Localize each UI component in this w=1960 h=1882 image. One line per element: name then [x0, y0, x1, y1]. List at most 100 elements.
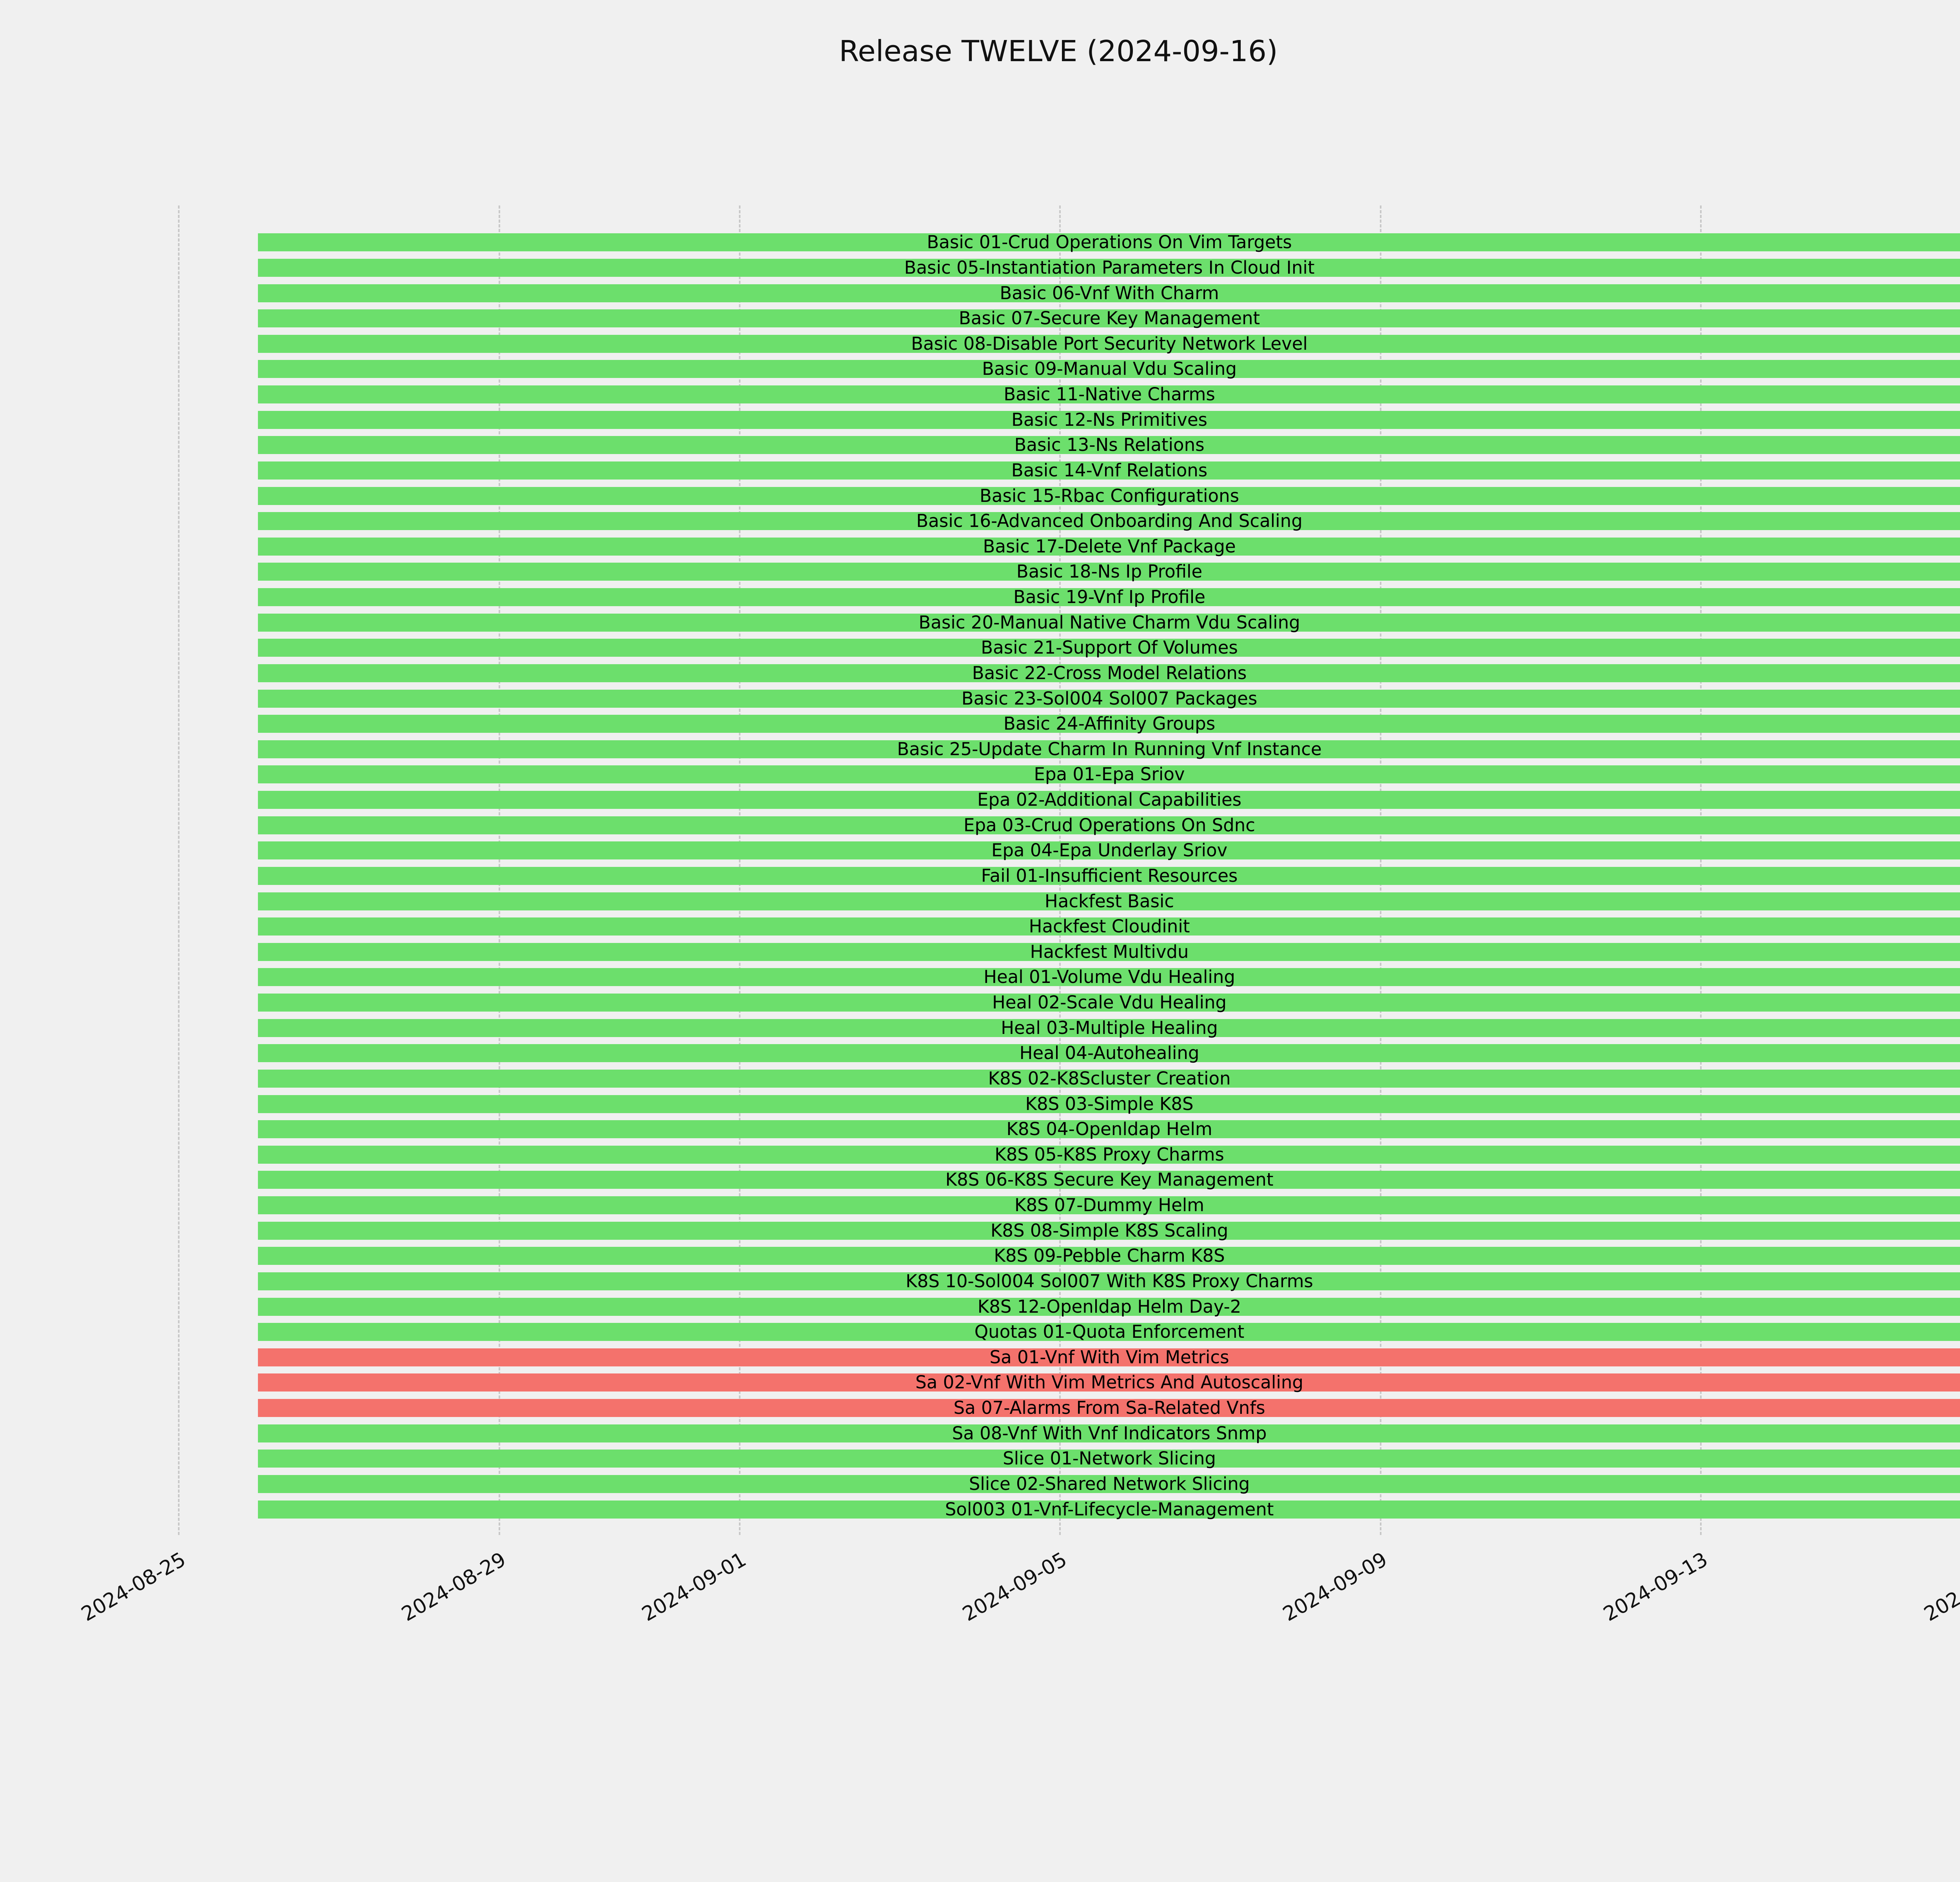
task-row: Basic 09-Manual Vdu Scaling [178, 356, 1960, 382]
task-row: K8S 06-K8S Secure Key Management [178, 1167, 1960, 1193]
task-row: K8S 02-K8Scluster Creation [178, 1066, 1960, 1092]
task-row: Basic 22-Cross Model Relations [178, 661, 1960, 686]
chart-title: Release TWELVE (2024-09-16) [839, 35, 1278, 68]
task-bar-pass [258, 1323, 1960, 1341]
task-bar-pass [258, 588, 1960, 607]
task-label: Heal 03-Multiple Healing [1001, 1017, 1218, 1038]
task-label: K8S 02-K8Scluster Creation [988, 1068, 1231, 1089]
task-bar-pass [258, 791, 1960, 809]
task-row: Epa 01-Epa Sriov [178, 762, 1960, 787]
task-label: Hackfest Cloudinit [1029, 916, 1190, 937]
task-row: Basic 20-Manual Native Charm Vdu Scaling [178, 610, 1960, 635]
task-label: Basic 16-Advanced Onboarding And Scaling [916, 510, 1303, 532]
task-row: Basic 14-Vnf Relations [178, 458, 1960, 483]
task-row: Basic 08-Disable Port Security Network L… [178, 331, 1960, 357]
task-label: Basic 15-Rbac Configurations [980, 485, 1240, 506]
task-label: K8S 09-Pebble Charm K8S [994, 1245, 1225, 1266]
task-bar-pass [258, 1019, 1960, 1037]
task-bar-pass [258, 841, 1960, 860]
task-label: K8S 12-Openldap Helm Day-2 [977, 1296, 1241, 1317]
task-bar-pass [258, 765, 1960, 784]
task-label: Basic 13-Ns Relations [1014, 434, 1205, 456]
task-label: Basic 21-Support Of Volumes [981, 637, 1238, 658]
x-tick-label: 2024-09-01 [638, 1548, 751, 1626]
task-row: Basic 06-Vnf With Charm [178, 280, 1960, 306]
task-bar-pass [258, 360, 1960, 378]
task-row: Basic 18-Ns Ip Profile [178, 559, 1960, 585]
task-bar-pass [258, 1171, 1960, 1189]
task-row: Slice 01-Network Slicing [178, 1446, 1960, 1471]
task-label: K8S 07-Dummy Helm [1014, 1195, 1205, 1216]
task-bar-pass [258, 436, 1960, 454]
task-label: K8S 06-K8S Secure Key Management [945, 1169, 1274, 1190]
task-label: Heal 02-Scale Vdu Healing [992, 992, 1227, 1013]
task-label: K8S 05-K8S Proxy Charms [995, 1144, 1224, 1165]
task-label: Basic 05-Instantiation Parameters In Clo… [904, 257, 1315, 278]
task-label: Basic 18-Ns Ip Profile [1016, 561, 1203, 582]
task-row: Sa 08-Vnf With Vnf Indicators Snmp [178, 1421, 1960, 1446]
task-row: Basic 24-Affinity Groups [178, 711, 1960, 737]
task-label: K8S 03-Simple K8S [1025, 1093, 1194, 1114]
task-row: Basic 01-Crud Operations On Vim Targets [178, 230, 1960, 255]
task-label: Quotas 01-Quota Enforcement [974, 1321, 1245, 1342]
task-bar-pass [258, 816, 1960, 834]
task-label: Slice 02-Shared Network Slicing [969, 1473, 1250, 1494]
task-row: Slice 02-Shared Network Slicing [178, 1471, 1960, 1497]
x-axis-tick-labels: 2024-08-25 2024-08-29 2024-09-01 2024-09-05… [77, 1542, 1960, 1667]
task-label: Basic 09-Manual Vdu Scaling [982, 358, 1237, 380]
task-row: Basic 07-Secure Key Management [178, 306, 1960, 331]
task-row: K8S 09-Pebble Charm K8S [178, 1243, 1960, 1269]
task-bar-fail [258, 1399, 1960, 1417]
task-bar-pass [258, 943, 1960, 961]
task-row: K8S 05-K8S Proxy Charms [178, 1142, 1960, 1168]
task-label: Basic 20-Manual Native Charm Vdu Scaling [918, 612, 1300, 633]
task-label: Basic 24-Affinity Groups [1003, 713, 1216, 734]
task-bar-pass [258, 892, 1960, 910]
task-row: Quotas 01-Quota Enforcement [178, 1319, 1960, 1345]
task-bar-pass [258, 284, 1960, 302]
task-label: Heal 01-Volume Vdu Healing [984, 966, 1235, 988]
task-bar-fail [258, 1373, 1960, 1392]
task-bar-pass [258, 715, 1960, 733]
task-bar-pass [258, 1196, 1960, 1215]
task-bar-pass [258, 512, 1960, 530]
task-row: Epa 02-Additional Capabilities [178, 787, 1960, 813]
task-bar-pass [258, 461, 1960, 480]
task-bar-pass [258, 1044, 1960, 1063]
task-bar-pass [258, 917, 1960, 936]
task-row: Basic 16-Advanced Onboarding And Scaling [178, 509, 1960, 534]
task-bar-pass [258, 1475, 1960, 1493]
task-label: Epa 01-Epa Sriov [1034, 764, 1185, 785]
task-label: Epa 04-Epa Underlay Sriov [991, 840, 1228, 861]
task-row: K8S 04-Openldap Helm [178, 1117, 1960, 1142]
task-row: K8S 08-Simple K8S Scaling [178, 1218, 1960, 1243]
task-label: Hackfest Multivdu [1030, 941, 1189, 962]
task-row: Basic 05-Instantiation Parameters In Clo… [178, 255, 1960, 281]
task-label: Basic 25-Update Charm In Running Vnf Ins… [897, 738, 1322, 759]
task-bar-pass [258, 613, 1960, 632]
task-bar-pass [258, 1247, 1960, 1265]
task-label: Basic 06-Vnf With Charm [1000, 282, 1219, 303]
task-row: Basic 13-Ns Relations [178, 432, 1960, 458]
task-row: Sa 02-Vnf With Vim Metrics And Autoscali… [178, 1370, 1960, 1395]
task-label: Sa 01-Vnf With Vim Metrics [989, 1346, 1229, 1368]
task-bar-pass [258, 689, 1960, 708]
x-tick-label: 2024-08-25 [77, 1548, 190, 1626]
task-label: K8S 04-Openldap Helm [1006, 1119, 1212, 1140]
task-bar-pass [258, 664, 1960, 682]
task-label: Basic 19-Vnf Ip Profile [1013, 587, 1205, 608]
task-bar-pass [258, 1145, 1960, 1164]
task-row: K8S 10-Sol004 Sol007 With K8S Proxy Char… [178, 1269, 1960, 1294]
task-label: Basic 07-Secure Key Management [958, 308, 1260, 329]
task-bar-pass [258, 1297, 1960, 1316]
task-row: K8S 12-Openldap Helm Day-2 [178, 1294, 1960, 1319]
task-bar-pass [258, 1424, 1960, 1442]
task-label: Epa 03-Crud Operations On Sdnc [964, 814, 1256, 836]
task-row: Basic 19-Vnf Ip Profile [178, 585, 1960, 610]
task-row: Hackfest Basic [178, 888, 1960, 914]
task-label: Basic 12-Ns Primitives [1011, 409, 1208, 430]
task-row: Sol003 01-Vnf-Lifecycle-Management [178, 1497, 1960, 1522]
task-label: Sa 07-Alarms From Sa-Related Vnfs [953, 1397, 1265, 1419]
task-bar-pass [258, 385, 1960, 404]
task-bar-pass [258, 994, 1960, 1012]
